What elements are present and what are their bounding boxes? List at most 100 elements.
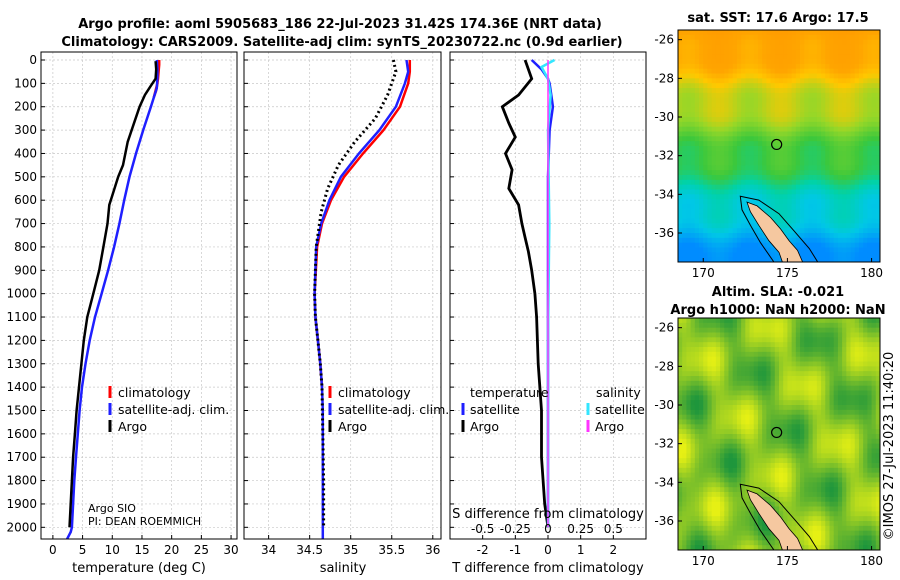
map-cell: [825, 443, 830, 449]
map-cell: [858, 511, 864, 517]
difference-series: [500, 58, 556, 528]
map-cell: [842, 361, 847, 367]
map-cell: [846, 233, 851, 239]
map-cell: [757, 482, 763, 488]
map-cell: [829, 252, 835, 258]
map-cell: [745, 165, 750, 171]
map-cell: [795, 458, 801, 464]
map-cell: [732, 424, 738, 430]
map-cell: [724, 477, 729, 483]
map-cell: [875, 97, 881, 103]
map-cell: [703, 252, 708, 258]
map-cell: [842, 204, 847, 210]
legend-s-satellite: satellite: [595, 402, 645, 417]
map-cell: [783, 371, 788, 377]
map-cell: [871, 424, 877, 430]
map-cell: [867, 501, 872, 507]
map-cell: [741, 237, 746, 244]
map-cell: [867, 347, 872, 353]
map-cell: [783, 213, 788, 219]
map-cell: [724, 59, 729, 65]
map-cell: [816, 443, 822, 449]
map-cell: [821, 511, 826, 517]
map-cell: [783, 366, 788, 372]
map-cell: [846, 131, 851, 137]
map-cell: [690, 409, 696, 416]
map-cell: [829, 467, 835, 474]
map-cell: [682, 199, 687, 205]
series-line-satellite-adj-clim-: [313, 59, 410, 539]
map-cell: [867, 204, 872, 210]
map-cell: [724, 376, 729, 382]
map-cell: [854, 54, 860, 60]
map-cell: [703, 126, 708, 132]
map-cell: [867, 44, 872, 50]
map-cell: [833, 318, 839, 324]
map-cell: [694, 414, 700, 420]
map-cell: [842, 54, 847, 60]
map-cell: [724, 63, 729, 70]
map-cell: [682, 92, 687, 99]
map-cell: [724, 492, 729, 498]
map-cell: [854, 424, 860, 430]
map-cell: [871, 356, 877, 362]
map-cell: [774, 155, 780, 161]
map-cell: [736, 361, 742, 367]
salinity-ticks: 34 34.5 35 35.5 36: [244, 59, 440, 557]
map-cell: [720, 390, 725, 396]
map-cell: [678, 463, 683, 469]
map-cell: [749, 252, 755, 258]
map-cell: [783, 496, 788, 503]
map-cell: [753, 247, 759, 253]
map-cell: [715, 160, 721, 166]
map-cell: [833, 327, 839, 333]
map-cell: [829, 78, 835, 84]
map-cell: [812, 356, 818, 362]
map-cell: [833, 322, 839, 329]
map-cell: [686, 409, 692, 416]
map-cell: [783, 92, 788, 99]
map-cell: [686, 92, 692, 99]
map-cell: [770, 501, 776, 507]
map-cell: [791, 390, 797, 396]
map-cell: [812, 521, 818, 527]
map-cell: [812, 438, 818, 445]
map-cell: [875, 322, 881, 329]
map-cell: [816, 458, 822, 464]
map-cell: [762, 390, 767, 396]
map-cell: [745, 448, 750, 454]
map-cell: [804, 376, 809, 382]
map-cell: [833, 540, 839, 546]
map-cell: [812, 366, 818, 372]
map-cell: [762, 252, 767, 258]
map-cell: [808, 44, 814, 50]
map-cell: [766, 199, 771, 205]
map-cell: [816, 448, 822, 454]
map-cell: [749, 342, 755, 348]
map-cell: [791, 318, 797, 324]
map-cell: [736, 175, 742, 181]
map-cell: [745, 247, 750, 253]
map-cell: [678, 83, 683, 89]
map-cell: [867, 511, 872, 517]
map-cell: [741, 184, 746, 190]
map-cell: [762, 194, 767, 200]
map-cell: [690, 204, 696, 210]
map-cell: [703, 337, 708, 343]
map-cell: [795, 175, 801, 181]
map-cell: [833, 107, 839, 113]
map-cell: [795, 390, 801, 396]
map-cell: [837, 184, 843, 190]
map-cell: [753, 409, 759, 416]
map-cell: [850, 540, 856, 546]
map-cell: [846, 228, 851, 234]
map-cell: [699, 44, 704, 50]
map-cell: [711, 501, 717, 507]
map-cell: [779, 458, 784, 464]
map-cell: [753, 88, 759, 94]
map-cell: [720, 438, 725, 445]
map-cell: [854, 141, 860, 147]
map-cell: [711, 170, 717, 176]
map-cell: [850, 376, 856, 382]
map-cell: [795, 467, 801, 474]
